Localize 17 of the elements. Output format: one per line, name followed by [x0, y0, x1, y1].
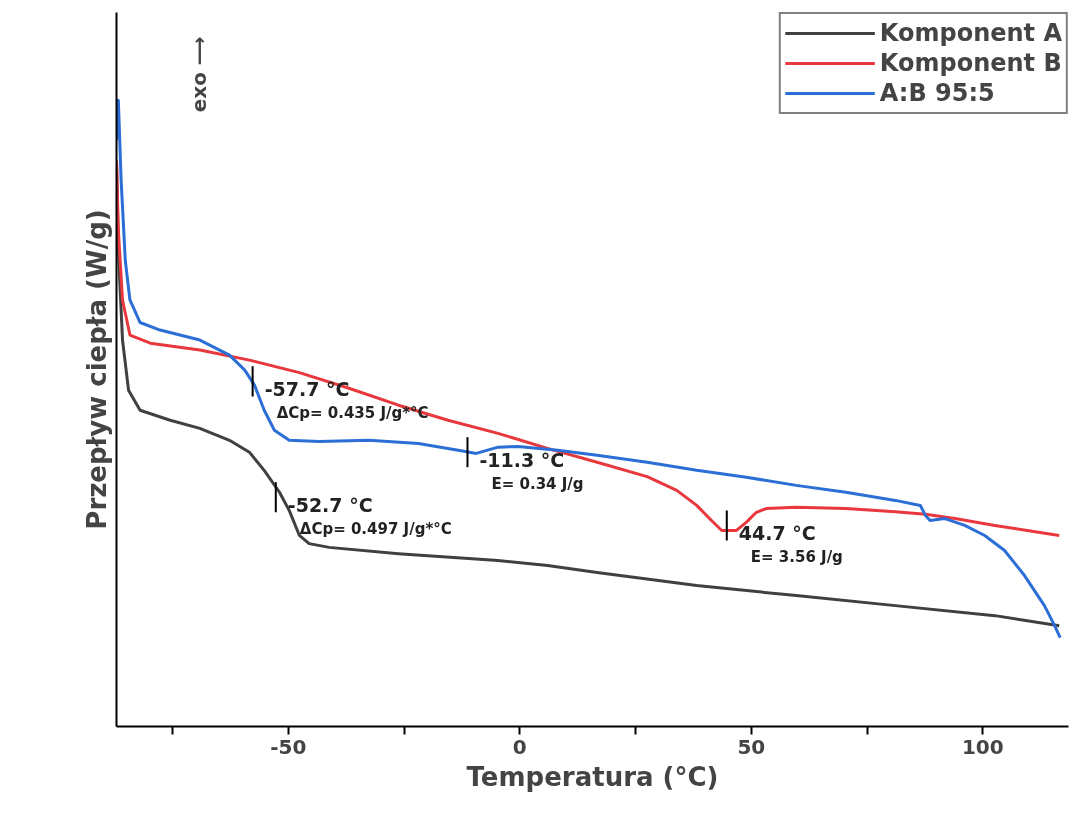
- legend-label: A:B 95:5: [879, 78, 995, 108]
- annotation: E= 0.34 J/g: [491, 475, 584, 494]
- annotation: ΔCp= 0.435 J/g*°C: [276, 404, 429, 423]
- annotation: 44.7 °C: [738, 522, 816, 545]
- annotation: exo ⟶: [186, 36, 211, 113]
- annotation: -11.3 °C: [479, 449, 565, 472]
- x-tick-label: 100: [961, 734, 1004, 759]
- annotation: -52.7 °C: [287, 494, 373, 517]
- y-axis-title: Przepływ ciepła (W/g): [81, 209, 112, 530]
- x-tick-label: 50: [737, 734, 766, 759]
- x-axis-title: Temperatura (°C): [466, 761, 719, 792]
- x-tick-label: -50: [270, 734, 307, 759]
- annotation: ΔCp= 0.497 J/g*°C: [299, 520, 452, 539]
- x-tick-label: 0: [512, 734, 527, 759]
- legend-label: Komponent A: [879, 18, 1062, 48]
- legend-label: Komponent B: [879, 48, 1062, 78]
- annotation: E= 3.56 J/g: [750, 548, 843, 567]
